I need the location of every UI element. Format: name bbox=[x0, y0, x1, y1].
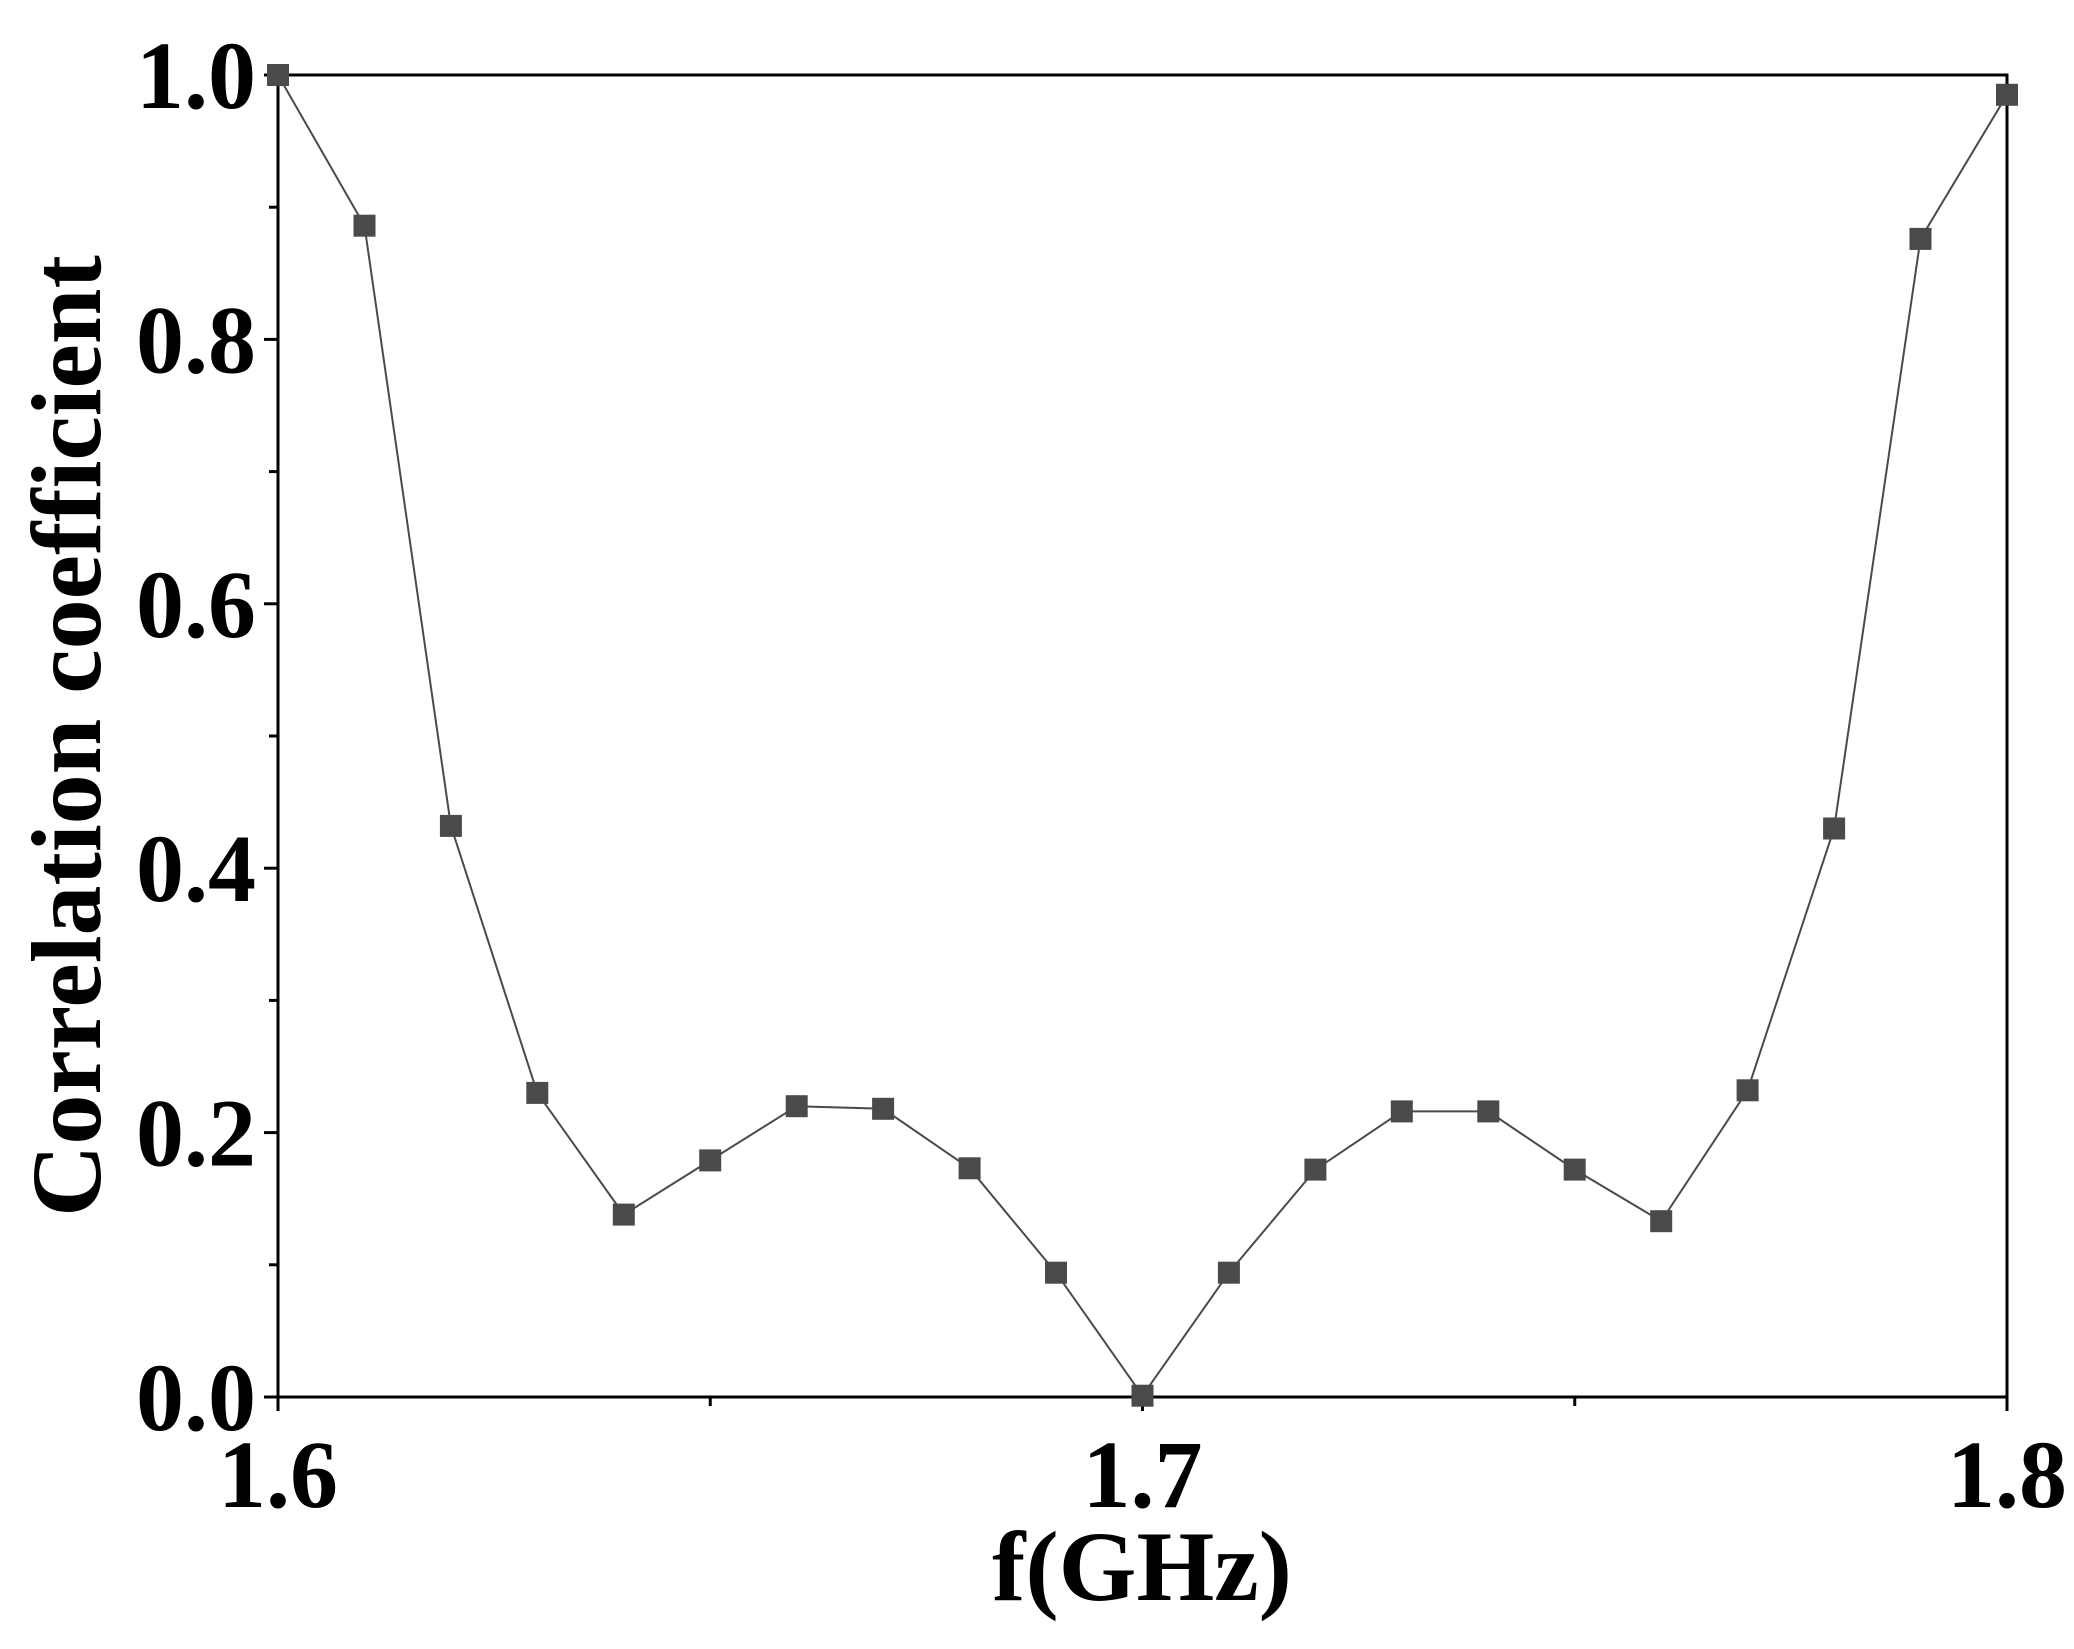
y-tick-label: 1.0 bbox=[136, 22, 256, 129]
data-point-marker bbox=[1996, 83, 2018, 106]
y-axis-title: Correlation coefficient bbox=[11, 255, 122, 1217]
data-point-marker bbox=[872, 1097, 895, 1120]
x-tick-label: 1.6 bbox=[218, 1421, 338, 1528]
data-point-marker bbox=[1045, 1261, 1067, 1284]
data-point-marker bbox=[1909, 227, 1932, 250]
data-point-marker bbox=[1304, 1158, 1327, 1181]
y-tick-label: 0.4 bbox=[136, 815, 256, 922]
data-point-marker bbox=[1477, 1100, 1500, 1123]
y-tick-label: 0.8 bbox=[136, 286, 256, 393]
x-tick-label: 1.7 bbox=[1083, 1421, 1203, 1528]
data-point-marker bbox=[526, 1081, 549, 1104]
data-point-marker bbox=[1131, 1384, 1154, 1407]
y-tick-label: 0.2 bbox=[136, 1080, 256, 1187]
data-point-marker bbox=[267, 64, 289, 86]
data-point-marker bbox=[353, 214, 376, 237]
x-tick-label: 1.8 bbox=[1947, 1421, 2067, 1528]
data-point-marker bbox=[1390, 1100, 1413, 1123]
series-line bbox=[277, 74, 2008, 1398]
data-point-marker bbox=[1217, 1261, 1240, 1284]
data-point-marker bbox=[1736, 1079, 1759, 1102]
x-axis-title: f(GHz) bbox=[992, 1511, 1292, 1622]
data-point-marker bbox=[1823, 817, 1846, 840]
axis-ticks: 1.6 1.7 1.8 0.0 0.2 0.4 0.6 0.8 1.0 bbox=[136, 22, 2067, 1528]
series-layer bbox=[267, 64, 2018, 1407]
data-point-marker bbox=[699, 1149, 722, 1172]
data-point-marker bbox=[612, 1203, 635, 1226]
plot-area-frame bbox=[276, 73, 2009, 1399]
data-point-marker bbox=[1650, 1210, 1673, 1233]
data-point-marker bbox=[439, 814, 462, 837]
data-point-marker bbox=[958, 1157, 981, 1180]
data-point-marker bbox=[785, 1095, 808, 1118]
y-tick-label: 0.0 bbox=[136, 1344, 256, 1451]
y-tick-label: 0.6 bbox=[136, 551, 256, 658]
data-point-marker bbox=[1563, 1158, 1586, 1181]
